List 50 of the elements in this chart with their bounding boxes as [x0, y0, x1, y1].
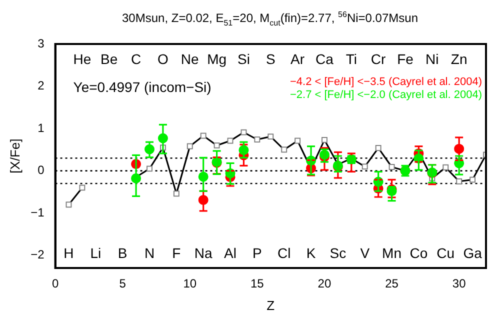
annotation: Cl — [277, 244, 291, 261]
chart-title: 30Msun, Z=0.02, E$_{51}$=20, M$_{cut}$(fin)=2.77, $^{56}$Ni=0.07Msun — [121, 10, 419, 28]
annotation: Ni — [426, 50, 439, 67]
annotation: H — [64, 244, 74, 261]
annotation: O — [158, 50, 169, 67]
annotation: Na — [194, 244, 212, 261]
x-tick-label: 30 — [452, 276, 466, 291]
annotation: C — [130, 50, 142, 67]
annotation: S — [266, 50, 276, 67]
x-tick-label: 5 — [119, 276, 126, 291]
annotation: Mn — [382, 244, 402, 261]
annotation: Be — [100, 50, 118, 67]
annotation: Sc — [330, 244, 346, 261]
annotation: He — [73, 50, 92, 67]
x-tick-label: 10 — [183, 276, 197, 291]
annotation: Ti — [346, 50, 357, 67]
annotation: Al — [224, 244, 236, 261]
annotation: N — [144, 244, 155, 261]
annotation: B — [118, 244, 128, 261]
annotation: Zn — [450, 50, 468, 67]
y-tick-label: 3 — [38, 36, 45, 50]
annotation: K — [306, 244, 316, 261]
text: −2.7 < [Fe/H] <−2.0 (Cayrel et al. 2004) — [290, 89, 482, 102]
y-tick-label: 2 — [38, 78, 45, 93]
y-axis-title: [X/Fe] — [7, 138, 22, 174]
annotation: Ga — [463, 244, 482, 261]
annotation: F — [172, 244, 181, 261]
y-tick-label: −1 — [30, 205, 45, 220]
annotation: Cr — [370, 50, 386, 67]
annotation: Ca — [316, 50, 334, 67]
annotation: Ne — [180, 50, 200, 67]
x-axis-title: Z — [266, 298, 275, 313]
x-tick-label: 20 — [318, 276, 332, 291]
annotation: P — [252, 244, 262, 261]
annotation: Si — [237, 50, 250, 67]
x-tick-label: 0 — [52, 276, 59, 291]
annotation: Ye=0.4997 (incom−Si) — [73, 78, 212, 95]
annotation: Fe — [397, 50, 414, 67]
annotation: Co — [410, 244, 428, 261]
annotation: V — [360, 244, 370, 261]
annotation: Mg — [207, 50, 227, 67]
y-tick-label: 0 — [38, 163, 45, 178]
x-tick-label: 15 — [250, 276, 264, 291]
text: −4.2 < [Fe/H] <−3.5 (Cayrel et al. 2004) — [290, 76, 482, 88]
annotation: Li — [90, 244, 102, 261]
annotation: Ar — [290, 50, 305, 67]
annotation: Cu — [436, 244, 455, 261]
y-tick-label: −2 — [30, 248, 45, 262]
x-tick-label: 25 — [385, 276, 399, 291]
y-tick-label: 1 — [38, 120, 45, 135]
